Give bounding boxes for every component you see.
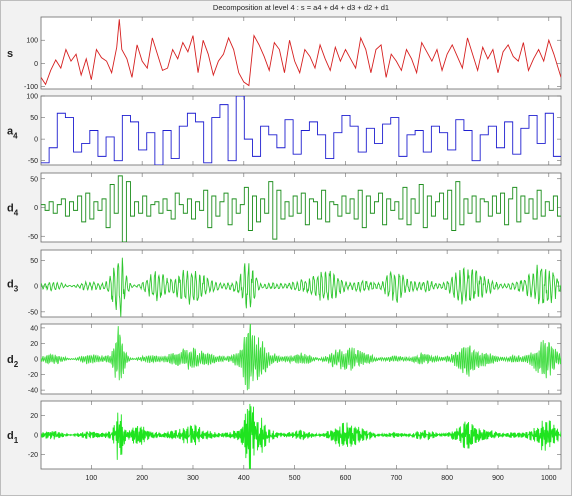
ytick-label: 0 (34, 357, 38, 364)
xtick-label: 800 (441, 475, 453, 482)
series-line-a4 (41, 96, 561, 165)
xtick-label: 100 (85, 475, 97, 482)
panel-label-subscript: 2 (14, 360, 19, 369)
panel-label-subscript: 4 (14, 209, 19, 218)
xtick-label: 1000 (541, 475, 557, 482)
ytick-label: 0 (34, 433, 38, 440)
series-line-d4 (41, 175, 561, 242)
ytick-label: -40 (28, 388, 38, 395)
series-line-d3 (41, 257, 561, 317)
series-line-d2 (41, 324, 561, 391)
series-line-s (41, 19, 561, 87)
figure-title: Decomposition at level 4 : s = a4 + d4 +… (212, 3, 390, 12)
xtick-label: 300 (187, 475, 199, 482)
ytick-label: 20 (30, 341, 38, 348)
series-line-d1 (41, 403, 561, 469)
ytick-label: 50 (30, 115, 38, 122)
panel-label-d1: d1 (7, 430, 19, 445)
ytick-label: 40 (30, 325, 38, 332)
panel-label-subscript: 4 (13, 132, 18, 141)
ytick-label: 0 (34, 284, 38, 291)
xtick-label: 200 (136, 475, 148, 482)
panel-label-subscript: 1 (14, 436, 19, 445)
panel-label-a4: a4 (7, 126, 18, 141)
ytick-label: 50 (30, 176, 38, 183)
ytick-label: 100 (26, 94, 38, 101)
xtick-label: 700 (390, 475, 402, 482)
xtick-label: 400 (238, 475, 250, 482)
xtick-label: 500 (289, 475, 301, 482)
xtick-label: 900 (492, 475, 504, 482)
ytick-label: 50 (30, 258, 38, 265)
axes-0 (40, 16, 562, 90)
ytick-label: 0 (34, 205, 38, 212)
panel-label-d2: d2 (7, 354, 19, 369)
panel-label-s: s (7, 48, 13, 60)
ytick-label: 100 (26, 38, 38, 45)
ytick-label: -50 (28, 234, 38, 241)
ytick-label: -20 (28, 452, 38, 459)
ytick-label: 20 (30, 413, 38, 420)
panel-label-d4: d4 (7, 203, 19, 218)
ytick-label: 0 (34, 137, 38, 144)
ytick-label: -20 (28, 372, 38, 379)
panel-label-d3: d3 (7, 279, 19, 294)
ytick-label: -50 (28, 158, 38, 165)
xtick-label: 600 (340, 475, 352, 482)
panel-label-subscript: 3 (14, 285, 19, 294)
ytick-label: -50 (28, 309, 38, 316)
ytick-label: -100 (24, 84, 38, 91)
ytick-label: 0 (34, 61, 38, 68)
